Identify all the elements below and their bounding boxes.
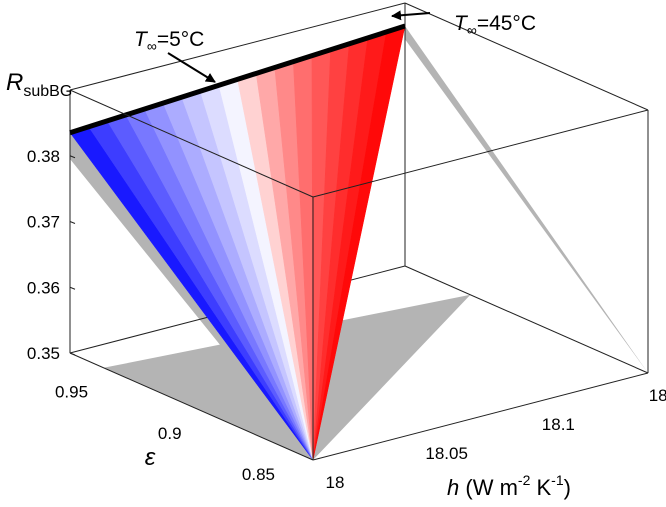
- axis-ticks: 0.35 0.36 0.37 0.38 0.85 0.9 0.95 18 18.05 18.1 18…: [27, 147, 666, 492]
- x-tick-label: 18.05: [425, 444, 468, 463]
- z-tick-label: 0.36: [27, 278, 60, 297]
- y-tick-label: 0.85: [242, 465, 275, 484]
- annotation-t5-label: T∞=5°C: [134, 28, 204, 54]
- box-front-edge: [69, 352, 314, 461]
- z-tick-label: 0.37: [27, 213, 60, 232]
- x-tick-label: 18.1: [542, 415, 575, 434]
- annotation-t5: T∞=5°C: [134, 28, 216, 83]
- box-front-edge: [69, 89, 314, 198]
- y-tick-label: 0.95: [55, 383, 88, 402]
- z-tick-mark: [69, 286, 76, 290]
- x-tick-label: 18: [326, 473, 345, 492]
- surface: [69, 23, 406, 461]
- y-axis-title: ε: [145, 444, 156, 471]
- box-front-edge: [312, 109, 649, 198]
- z-tick-label: 0.35: [27, 344, 60, 363]
- z-tick-mark: [69, 155, 76, 159]
- z-axis-title: RsubBG: [6, 69, 72, 100]
- box-back-edge: [69, 2, 406, 91]
- x-axis-title: h (W m-2 K-1): [447, 472, 571, 500]
- z-tick-label: 0.38: [27, 147, 60, 166]
- annotation-t45: T∞=45°C: [391, 10, 536, 38]
- axes-box-front: [69, 89, 649, 461]
- x-tick-label: 18.15: [649, 386, 666, 405]
- box-back-edge: [404, 2, 649, 111]
- annotation-t5-arrow: [167, 52, 216, 83]
- annotation-t45-arrow: [391, 10, 431, 21]
- annotation-t45-label: T∞=45°C: [454, 12, 536, 38]
- y-tick-label: 0.9: [158, 424, 182, 443]
- projection-right-wall: [405, 26, 648, 373]
- box-front-edge: [312, 372, 649, 461]
- box-back-edge: [404, 265, 649, 374]
- z-tick-mark: [69, 352, 76, 356]
- z-tick-mark: [69, 221, 76, 224]
